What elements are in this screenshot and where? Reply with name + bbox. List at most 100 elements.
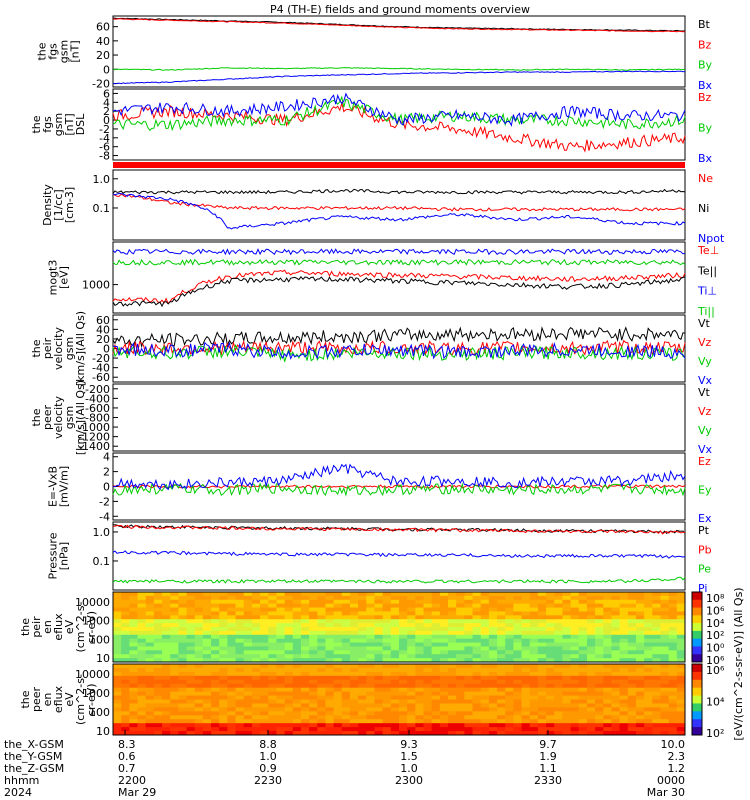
heatmap-cell xyxy=(251,654,261,659)
heatmap-cell xyxy=(652,630,661,636)
heatmap-cell xyxy=(595,731,604,736)
x-tick-label-hhmm: 0000 xyxy=(657,774,685,787)
y-axis-label: gsm xyxy=(52,113,65,136)
heatmap-cell xyxy=(366,683,375,689)
heatmap-cell xyxy=(390,603,400,609)
heatmap-cell xyxy=(219,731,228,736)
series-line-Pt xyxy=(113,524,686,535)
heatmap-cell xyxy=(341,638,351,644)
heatmap-cell xyxy=(325,654,335,659)
heatmap-cell xyxy=(472,671,482,677)
heatmap-cell xyxy=(260,599,269,605)
heatmap-cell xyxy=(202,723,212,728)
heatmap-cell xyxy=(268,592,277,597)
heatmap-cell xyxy=(562,695,572,700)
heatmap-cell xyxy=(554,630,563,636)
heatmap-cell xyxy=(464,671,474,677)
heatmap-cell xyxy=(260,711,269,716)
heatmap-cell xyxy=(260,646,269,651)
heatmap-cell xyxy=(309,723,318,728)
heatmap-cell xyxy=(415,731,425,736)
heatmap-cell xyxy=(644,699,653,704)
heatmap-cell xyxy=(488,619,498,624)
heatmap-cell xyxy=(219,638,228,644)
heatmap-cell xyxy=(513,679,523,685)
heatmap-cell xyxy=(570,699,580,704)
heatmap-cell xyxy=(635,634,645,640)
heatmap-cell xyxy=(660,719,670,724)
heatmap-cell xyxy=(382,646,392,651)
heatmap-cell xyxy=(595,615,604,620)
heatmap-cell xyxy=(358,592,367,597)
heatmap-cell xyxy=(382,607,392,612)
heatmap-cell xyxy=(276,723,286,728)
heatmap-cell xyxy=(603,646,612,651)
heatmap-cell xyxy=(317,630,326,636)
heatmap-cell xyxy=(317,638,326,644)
heatmap-cell xyxy=(178,646,188,651)
heatmap-cell xyxy=(202,671,212,677)
heatmap-cell xyxy=(211,630,220,636)
heatmap-cell xyxy=(448,592,457,597)
heatmap-cell xyxy=(431,623,441,628)
heatmap-cell xyxy=(113,627,122,632)
heatmap-cell xyxy=(619,650,629,655)
heatmap-cell xyxy=(227,630,237,636)
legend-Vz: Vz xyxy=(698,336,712,349)
heatmap-cell xyxy=(178,667,188,673)
heatmap-cell xyxy=(382,695,392,700)
heatmap-cell xyxy=(464,695,474,700)
heatmap-cell xyxy=(546,638,555,644)
heatmap-cell xyxy=(202,607,212,612)
heatmap-cell xyxy=(235,683,245,689)
heatmap-cell xyxy=(635,715,645,720)
heatmap-cell xyxy=(333,603,343,609)
panel-frame-temperature xyxy=(112,241,686,314)
heatmap-cell xyxy=(113,719,122,724)
heatmap-cell xyxy=(407,719,416,724)
heatmap-cell xyxy=(162,638,171,644)
heatmap-cell xyxy=(660,627,670,632)
heatmap-cell xyxy=(464,711,474,716)
heatmap-cell xyxy=(284,630,294,636)
heatmap-cell xyxy=(652,723,661,728)
heatmap-cell xyxy=(472,727,482,732)
heatmap-cell xyxy=(627,619,637,624)
heatmap-cell xyxy=(407,607,416,612)
heatmap-cell xyxy=(635,615,645,620)
heatmap-cell xyxy=(603,599,612,605)
heatmap-cell xyxy=(668,671,678,677)
heatmap-cell xyxy=(668,695,678,700)
heatmap-cell xyxy=(431,592,441,597)
heatmap-cell xyxy=(194,691,204,697)
heatmap-cell xyxy=(260,627,269,632)
heatmap-cell xyxy=(595,638,604,644)
heatmap-cell xyxy=(374,667,384,673)
heatmap-cell xyxy=(488,607,498,612)
heatmap-cell xyxy=(325,650,335,655)
heatmap-cell xyxy=(349,642,359,647)
heatmap-cell xyxy=(374,592,384,597)
heatmap-cell xyxy=(268,603,277,609)
heatmap-cell xyxy=(382,619,392,624)
heatmap-cell xyxy=(627,723,637,728)
heatmap-cell xyxy=(660,599,670,605)
heatmap-cell xyxy=(235,650,245,655)
heatmap-cell xyxy=(358,642,367,647)
heatmap-cell xyxy=(521,638,531,644)
heatmap-cell xyxy=(113,727,122,732)
heatmap-cell xyxy=(578,727,588,732)
heatmap-cell xyxy=(211,627,220,632)
heatmap-cell xyxy=(358,719,367,724)
heatmap-cell xyxy=(121,703,130,708)
heatmap-cell xyxy=(145,634,155,640)
heatmap-cell xyxy=(611,592,621,597)
heatmap-cell xyxy=(644,658,653,663)
heatmap-cell xyxy=(317,727,326,732)
heatmap-cell xyxy=(529,658,539,663)
heatmap-cell xyxy=(219,611,228,616)
heatmap-cell xyxy=(448,623,457,628)
heatmap-cell xyxy=(407,646,416,651)
heatmap-cell xyxy=(137,592,147,597)
heatmap-cell xyxy=(178,658,188,663)
